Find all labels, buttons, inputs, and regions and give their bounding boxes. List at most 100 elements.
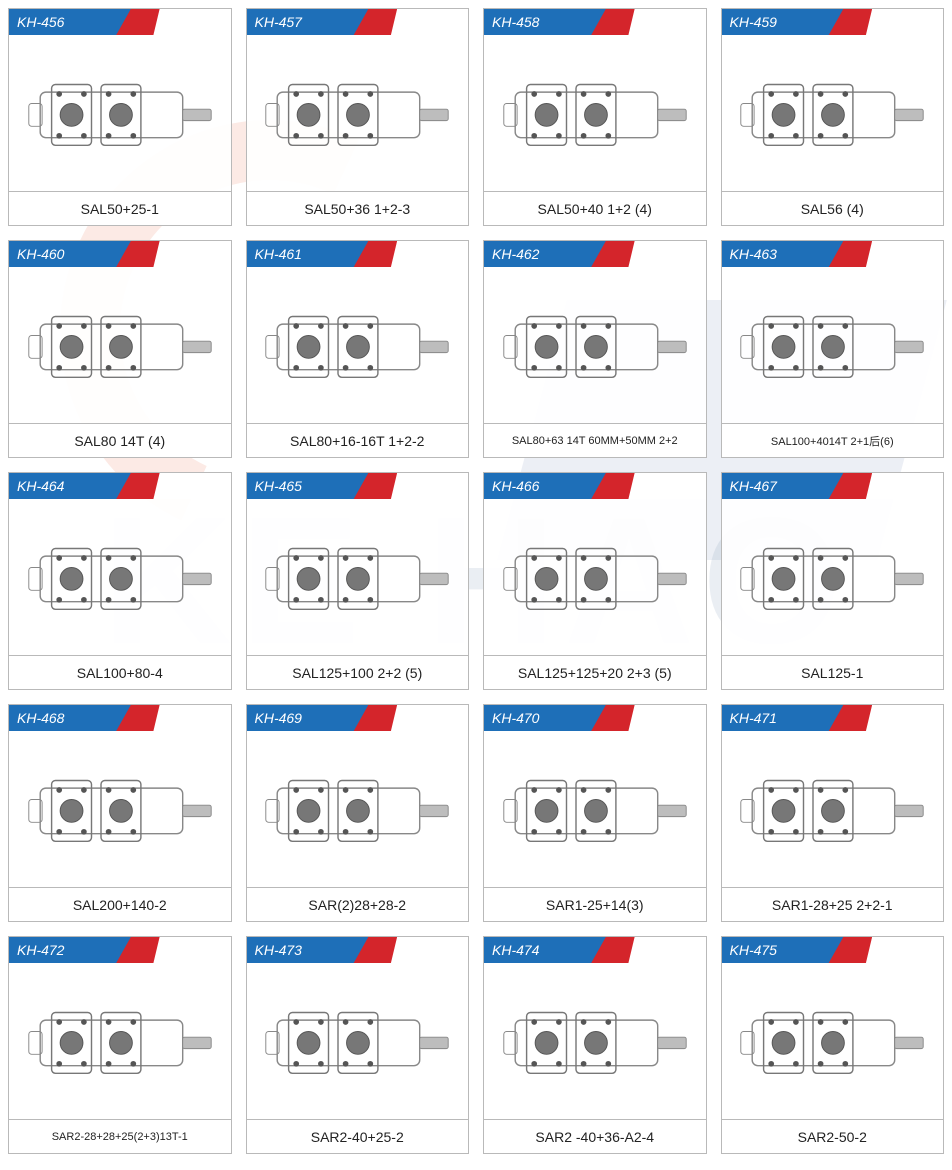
product-image [247, 35, 469, 191]
card-header: KH-473 [247, 937, 469, 963]
card-header: KH-465 [247, 473, 469, 499]
product-image [9, 267, 231, 423]
header-stripe-white [621, 241, 705, 267]
product-code: KH-461 [247, 246, 302, 262]
product-image [722, 35, 944, 191]
product-model: SAL80+16-16T 1+2-2 [247, 423, 469, 457]
product-card[interactable]: KH-460SAL80 14T (4) [8, 240, 232, 458]
product-model: SAR2-28+28+25(2+3)13T-1 [9, 1119, 231, 1153]
card-header: KH-467 [722, 473, 944, 499]
header-stripe-white [146, 9, 230, 35]
product-code: KH-457 [247, 14, 302, 30]
product-image [484, 267, 706, 423]
pump-icon [25, 754, 215, 864]
header-stripe-white [859, 937, 943, 963]
product-image [722, 963, 944, 1119]
product-card[interactable]: KH-462SAL80+63 14T 60MM+50MM 2+2 [483, 240, 707, 458]
card-header: KH-468 [9, 705, 231, 731]
pump-icon [500, 522, 690, 632]
header-stripe-white [146, 241, 230, 267]
pump-icon [262, 522, 452, 632]
pump-icon [262, 986, 452, 1096]
card-header: KH-458 [484, 9, 706, 35]
product-card[interactable]: KH-456SAL50+25-1 [8, 8, 232, 226]
product-code: KH-469 [247, 710, 302, 726]
product-code: KH-459 [722, 14, 777, 30]
product-card[interactable]: KH-457 SAL50+36 1+2-3 [246, 8, 470, 226]
product-model: SAL50+40 1+2 (4) [484, 191, 706, 225]
product-image [9, 963, 231, 1119]
product-card[interactable]: KH-461 SAL80+16-16T 1+2-2 [246, 240, 470, 458]
header-stripe-white [146, 705, 230, 731]
product-card[interactable]: KH-475SAR2-50-2 [721, 936, 945, 1154]
product-image [484, 963, 706, 1119]
product-model: SAR2 -40+36-A2-4 [484, 1119, 706, 1153]
product-code: KH-462 [484, 246, 539, 262]
product-image [247, 267, 469, 423]
pump-icon [500, 986, 690, 1096]
product-model: SAR2-40+25-2 [247, 1119, 469, 1153]
product-model: SAL100+80-4 [9, 655, 231, 689]
product-code: KH-465 [247, 478, 302, 494]
product-card[interactable]: KH-472 SAR2-28+28+25(2+3)13T-1 [8, 936, 232, 1154]
product-card[interactable]: KH-471SAR1-28+25 2+2-1 [721, 704, 945, 922]
card-header: KH-463 [722, 241, 944, 267]
pump-icon [737, 290, 927, 400]
product-card[interactable]: KH-468 SAL200+140-2 [8, 704, 232, 922]
product-card[interactable]: KH-470SAR1-25+14(3) [483, 704, 707, 922]
pump-icon [25, 58, 215, 168]
header-stripe-white [621, 9, 705, 35]
product-card[interactable]: KH-473 SAR2-40+25-2 [246, 936, 470, 1154]
card-header: KH-466 [484, 473, 706, 499]
pump-icon [25, 522, 215, 632]
product-card[interactable]: KH-469 SAR(2)28+28-2 [246, 704, 470, 922]
product-model: SAL200+140-2 [9, 887, 231, 921]
pump-icon [262, 754, 452, 864]
product-image [722, 499, 944, 655]
card-header: KH-471 [722, 705, 944, 731]
product-image [9, 499, 231, 655]
header-stripe-white [146, 937, 230, 963]
header-stripe-white [859, 9, 943, 35]
card-header: KH-475 [722, 937, 944, 963]
product-code: KH-475 [722, 942, 777, 958]
product-card[interactable]: KH-458 SAL50+40 1+2 (4) [483, 8, 707, 226]
pump-icon [25, 290, 215, 400]
product-image [484, 35, 706, 191]
product-image [247, 731, 469, 887]
product-card[interactable]: KH-466SAL125+125+20 2+3 (5) [483, 472, 707, 690]
pump-icon [500, 58, 690, 168]
header-stripe-white [146, 473, 230, 499]
card-header: KH-474 [484, 937, 706, 963]
card-header: KH-457 [247, 9, 469, 35]
product-card[interactable]: KH-465 SAL125+100 2+2 (5) [246, 472, 470, 690]
product-card[interactable]: KH-464SAL100+80-4 [8, 472, 232, 690]
header-stripe-white [621, 473, 705, 499]
product-model: SAL50+25-1 [9, 191, 231, 225]
pump-icon [500, 290, 690, 400]
header-stripe-white [859, 705, 943, 731]
product-model: SAL125+100 2+2 (5) [247, 655, 469, 689]
product-card[interactable]: KH-463 SAL100+4014T 2+1后(6) [721, 240, 945, 458]
product-model: SAL50+36 1+2-3 [247, 191, 469, 225]
product-image [722, 731, 944, 887]
pump-icon [262, 290, 452, 400]
pump-icon [737, 58, 927, 168]
pump-icon [737, 754, 927, 864]
product-card[interactable]: KH-474 SAR2 -40+36-A2-4 [483, 936, 707, 1154]
product-code: KH-463 [722, 246, 777, 262]
product-card[interactable]: KH-459SAL56 (4) [721, 8, 945, 226]
product-model: SAR1-25+14(3) [484, 887, 706, 921]
product-model: SAL100+4014T 2+1后(6) [722, 423, 944, 457]
card-header: KH-472 [9, 937, 231, 963]
card-header: KH-461 [247, 241, 469, 267]
card-header: KH-469 [247, 705, 469, 731]
product-image [9, 35, 231, 191]
product-card[interactable]: KH-467 SAL125-1 [721, 472, 945, 690]
header-stripe-white [384, 9, 468, 35]
header-stripe-white [859, 241, 943, 267]
header-stripe-white [384, 473, 468, 499]
product-model: SAR(2)28+28-2 [247, 887, 469, 921]
product-model: SAL125-1 [722, 655, 944, 689]
product-code: KH-460 [9, 246, 64, 262]
